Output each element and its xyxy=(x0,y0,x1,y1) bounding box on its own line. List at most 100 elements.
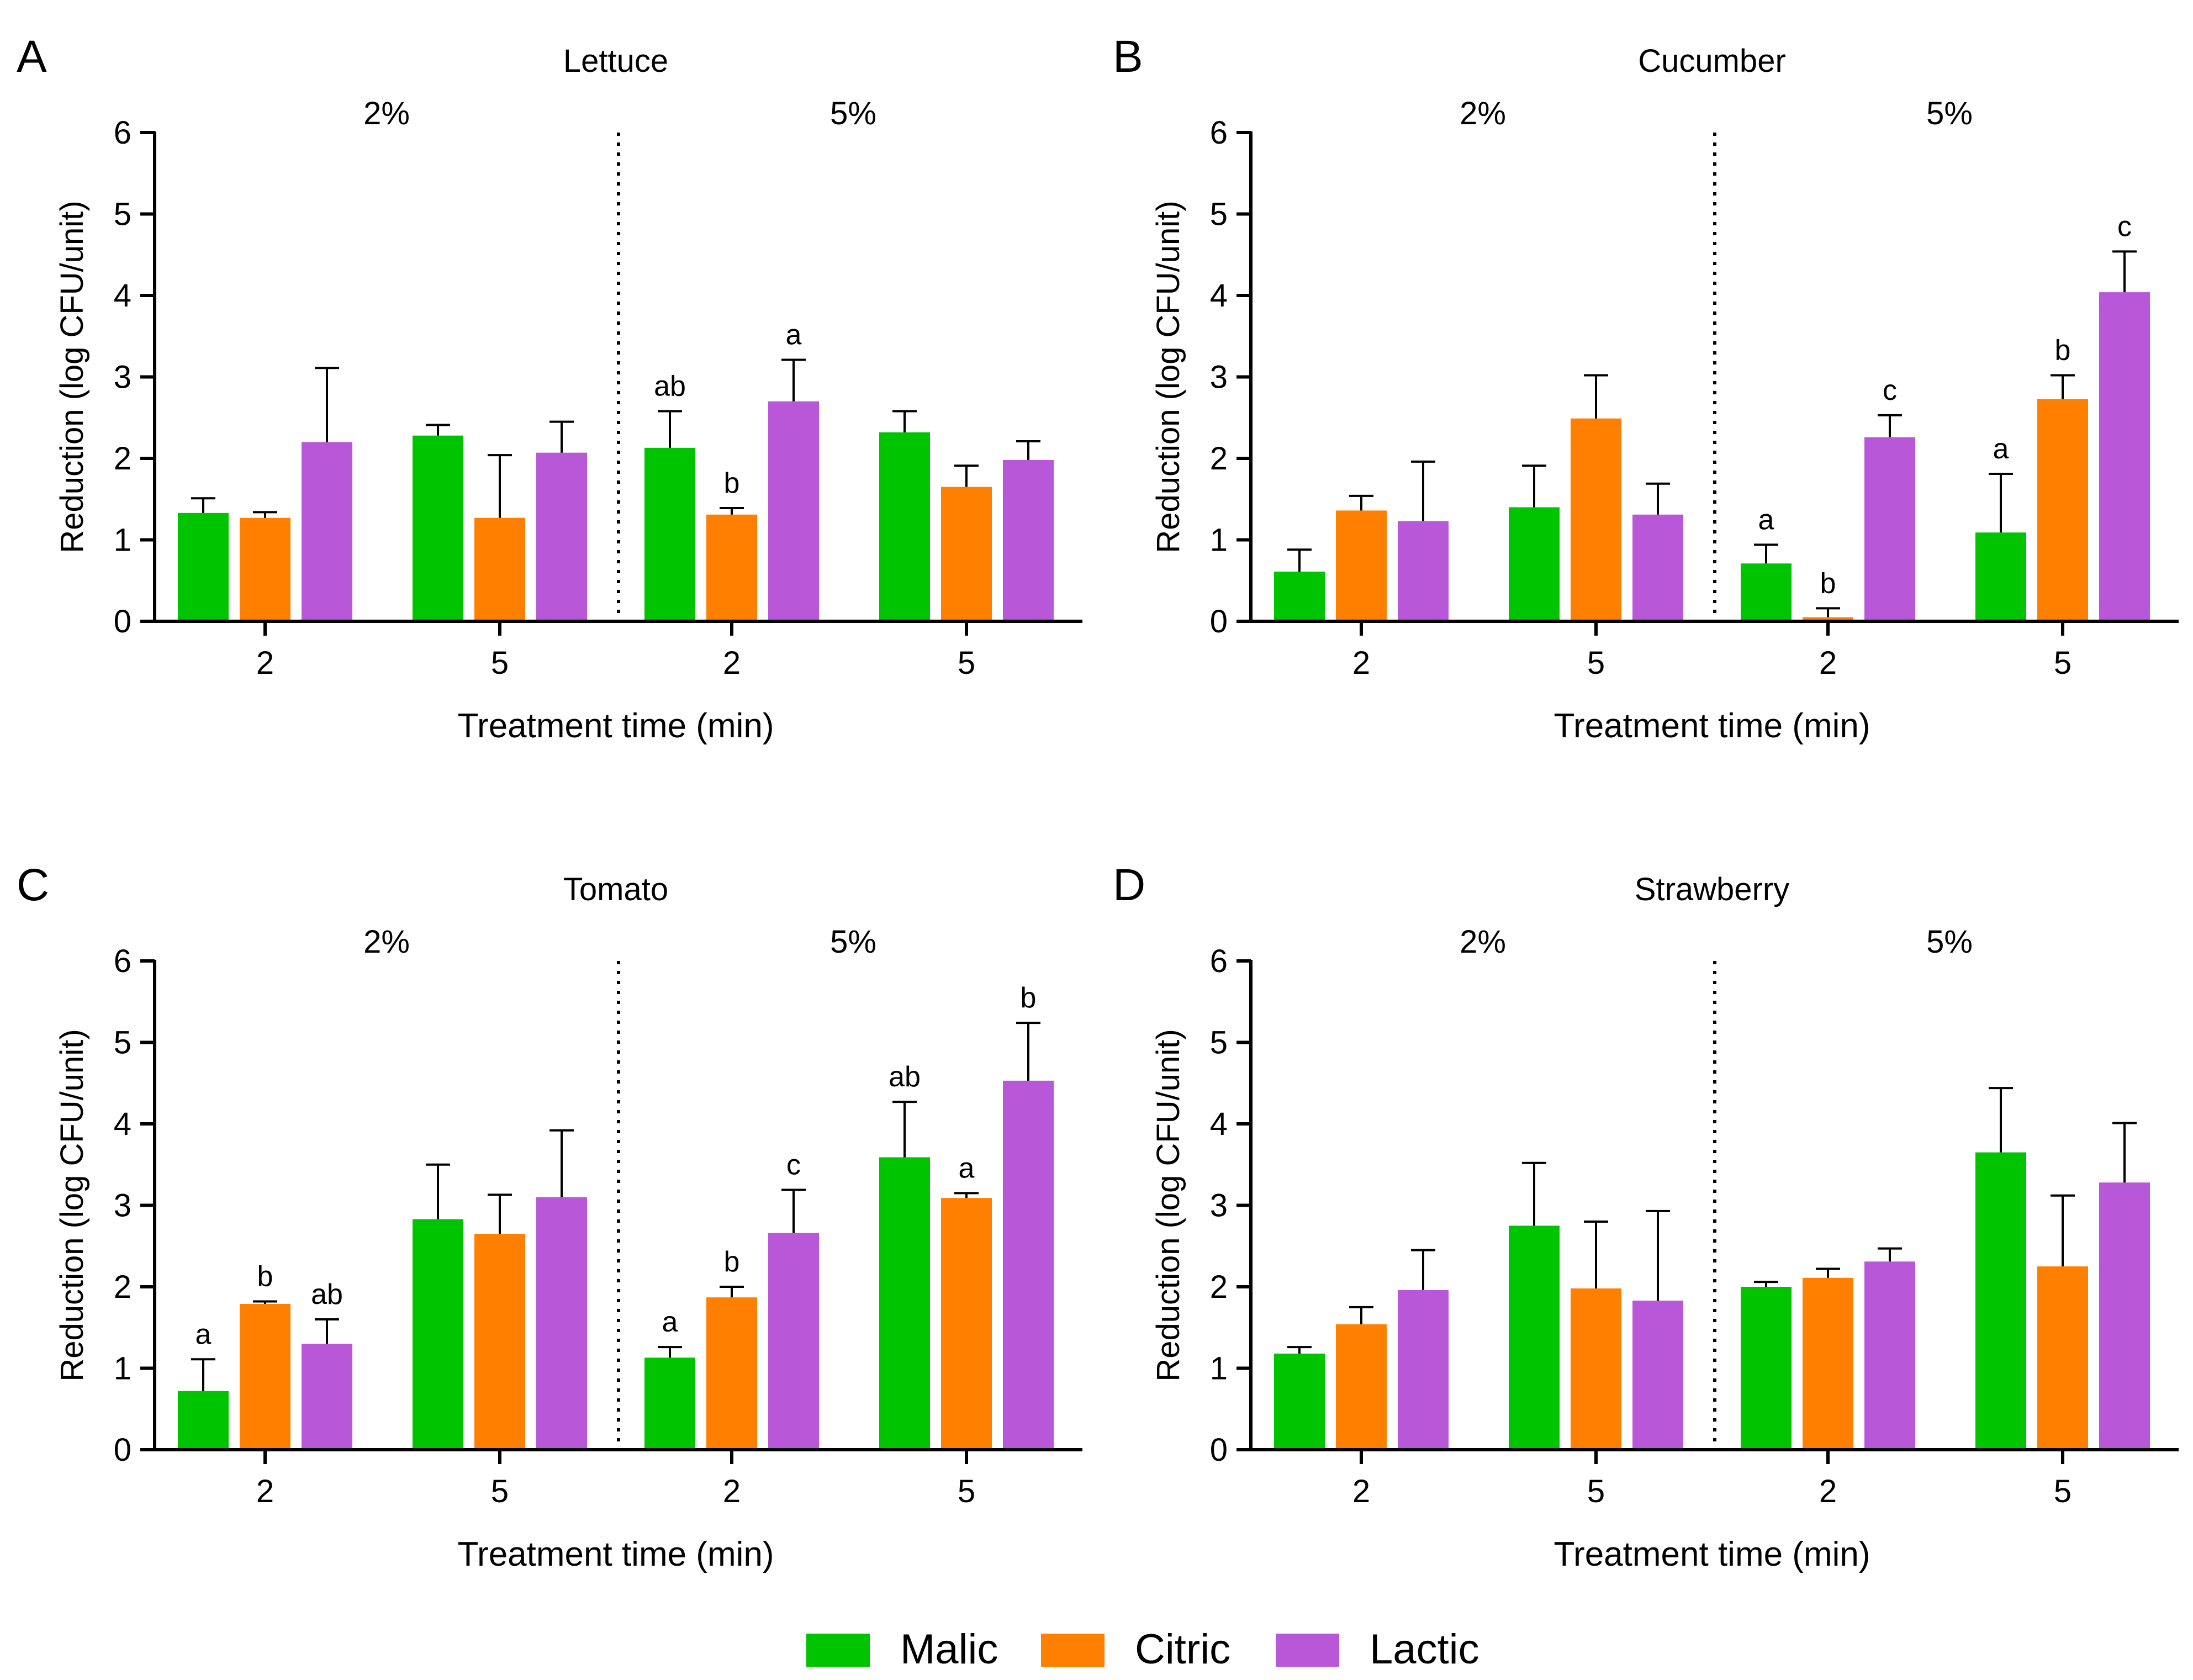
x-tick-label: 2 xyxy=(1352,1473,1370,1509)
bar-malic xyxy=(178,513,229,621)
bar-malic xyxy=(644,1357,695,1450)
bar-lactic xyxy=(768,1233,819,1450)
panel-a: A Lettuce 2% 5% ab b a 0 1 2 3 4 5 6 2 5 2 5 Treatment tim… xyxy=(17,31,1082,745)
y-tick-label: 2 xyxy=(1210,441,1228,477)
bar-malic xyxy=(1741,563,1792,621)
y-tick-label: 5 xyxy=(1210,197,1228,233)
bar-malic xyxy=(1509,507,1560,621)
legend-label: Citric xyxy=(1135,1626,1230,1673)
x-tick-label: 2 xyxy=(1819,1473,1837,1509)
y-axis-label: Reduction (log CFU/unit) xyxy=(1150,1029,1186,1381)
significance-letter: b xyxy=(2055,335,2071,367)
bar-lactic xyxy=(302,1344,352,1450)
y-tick-label: 0 xyxy=(1210,1432,1228,1468)
y-tick-label: 5 xyxy=(114,197,131,233)
bar-citric xyxy=(2037,1266,2088,1450)
panel-letter: C xyxy=(17,860,49,910)
x-tick-label: 2 xyxy=(1352,645,1370,681)
bar-lactic xyxy=(1003,1080,1054,1450)
bar-malic xyxy=(879,432,930,621)
y-tick-label: 2 xyxy=(114,1269,131,1305)
significance-letter: a xyxy=(959,1152,975,1184)
concentration-label: 2% xyxy=(363,924,410,960)
legend-swatch xyxy=(806,1634,870,1667)
legend: Malic Citric Lactic xyxy=(806,1626,1479,1673)
bar-citric xyxy=(1571,1288,1621,1450)
y-tick-label: 2 xyxy=(114,441,131,477)
x-tick-label: 2 xyxy=(256,645,274,681)
y-tick-label: 3 xyxy=(1210,1188,1228,1224)
bar-malic xyxy=(879,1157,930,1450)
panel-title: Lettuce xyxy=(563,43,668,79)
y-tick-label: 0 xyxy=(114,1432,131,1468)
bar-lactic xyxy=(302,442,352,621)
bar-lactic xyxy=(1632,1301,1683,1450)
legend-swatch xyxy=(1041,1634,1105,1667)
y-tick-label: 2 xyxy=(1210,1269,1228,1305)
bar-lactic xyxy=(1398,1290,1449,1450)
bar-malic xyxy=(1975,532,2026,621)
x-tick-label: 5 xyxy=(958,645,975,681)
significance-letter: b xyxy=(724,467,740,499)
significance-letter: c xyxy=(786,1149,801,1181)
panel-title: Strawberry xyxy=(1635,871,1789,907)
x-tick-label: 5 xyxy=(491,1473,509,1509)
legend-item-citric: Citric xyxy=(1041,1626,1230,1673)
bar-citric xyxy=(1336,510,1387,621)
y-tick-label: 4 xyxy=(114,278,131,314)
bar-malic xyxy=(1274,1353,1325,1450)
significance-letter: a xyxy=(1993,433,2009,465)
y-tick-label: 1 xyxy=(114,522,131,558)
significance-letter: b xyxy=(257,1261,273,1293)
x-tick-label: 5 xyxy=(2054,1473,2072,1509)
bar-lactic xyxy=(536,1197,587,1450)
bar-citric xyxy=(2037,399,2088,621)
bar-citric xyxy=(240,1303,290,1450)
y-tick-label: 1 xyxy=(114,1351,131,1387)
bar-citric xyxy=(1336,1324,1387,1450)
bar-citric xyxy=(474,1234,525,1450)
panel-letter: A xyxy=(17,31,47,82)
bar-malic xyxy=(178,1391,229,1450)
bar-citric xyxy=(1803,1277,1853,1450)
significance-letter: ab xyxy=(311,1279,343,1311)
y-tick-label: 6 xyxy=(114,943,131,979)
y-tick-label: 6 xyxy=(114,115,131,151)
y-tick-label: 4 xyxy=(1210,1106,1228,1142)
concentration-label: 5% xyxy=(830,96,876,131)
bar-citric xyxy=(474,517,525,621)
bar-lactic xyxy=(536,452,587,621)
significance-letter: a xyxy=(1758,504,1774,536)
x-tick-label: 2 xyxy=(256,1473,274,1509)
legend-label: Malic xyxy=(900,1626,998,1673)
bar-malic xyxy=(1741,1287,1792,1450)
x-tick-label: 5 xyxy=(1587,1473,1605,1509)
x-tick-label: 5 xyxy=(2054,645,2072,681)
x-tick-label: 2 xyxy=(1819,645,1837,681)
significance-letter: c xyxy=(1883,374,1897,406)
concentration-label: 5% xyxy=(830,924,876,960)
significance-letter: a xyxy=(195,1318,212,1350)
y-tick-label: 4 xyxy=(114,1106,131,1142)
legend-item-lactic: Lactic xyxy=(1276,1626,1479,1673)
concentration-label: 2% xyxy=(363,96,410,131)
y-axis-label: Reduction (log CFU/unit) xyxy=(54,1029,90,1381)
significance-letter: b xyxy=(1021,982,1037,1014)
bar-citric xyxy=(1571,418,1621,621)
bar-lactic xyxy=(1632,514,1683,621)
significance-letter: a xyxy=(662,1306,678,1338)
y-tick-label: 0 xyxy=(1210,604,1228,640)
panel-letter: D xyxy=(1113,860,1145,910)
x-axis-label: Treatment time (min) xyxy=(457,707,774,745)
significance-letter: ab xyxy=(889,1061,921,1093)
y-tick-label: 1 xyxy=(1210,1351,1228,1387)
y-tick-label: 1 xyxy=(1210,522,1228,558)
x-tick-label: 5 xyxy=(958,1473,975,1509)
bar-lactic xyxy=(1003,459,1054,621)
y-tick-label: 4 xyxy=(1210,278,1228,314)
panel-d: D Strawberry 2% 5% 0 1 2 3 4 5 6 2 5 2 5 Treatment time… xyxy=(1113,860,2179,1573)
significance-letter: b xyxy=(724,1246,740,1278)
legend-label: Lactic xyxy=(1370,1626,1479,1673)
